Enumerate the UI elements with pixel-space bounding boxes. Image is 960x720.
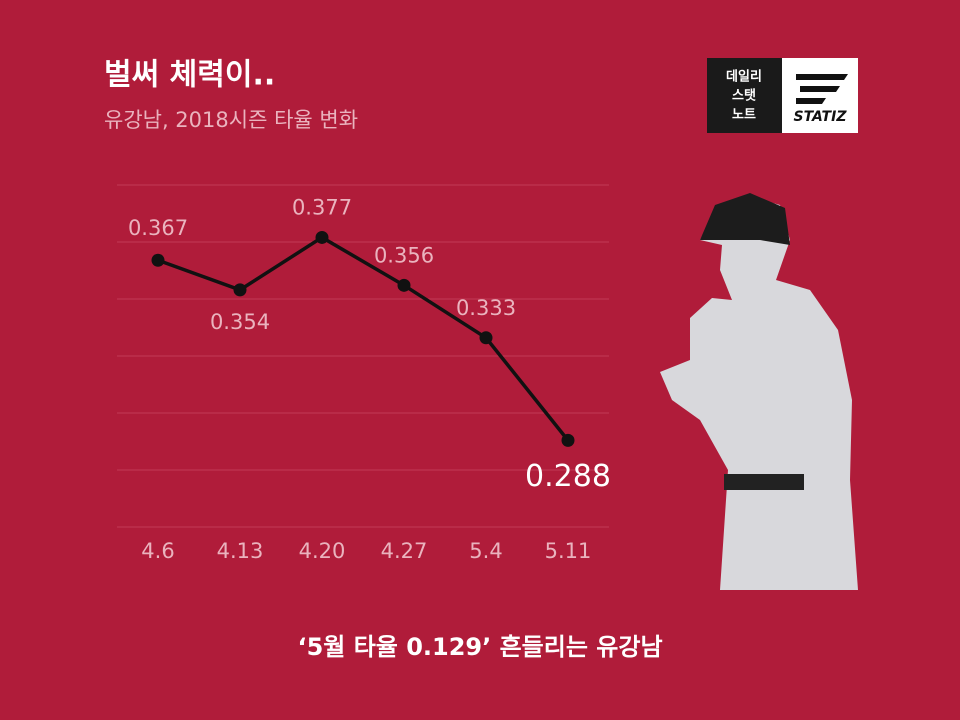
logo-icon (796, 74, 848, 104)
player-photo (660, 193, 858, 590)
title: 벌써 체력이.. (104, 58, 275, 93)
data-label: 0.288 (525, 459, 611, 494)
helmet (700, 193, 790, 245)
point (397, 278, 411, 292)
x-tick-label: 4.13 (217, 539, 264, 563)
logo-text: 데일리 (726, 69, 762, 85)
logo-text: 스탯 (732, 88, 756, 104)
logo: 데일리 스탯 노트 STATIZ (707, 58, 858, 133)
data-label: 0.356 (374, 243, 434, 267)
x-tick-label: 5.4 (469, 539, 502, 563)
data-label: 0.354 (210, 310, 270, 334)
x-tick-label: 4.6 (141, 539, 174, 563)
x-tick-label: 4.20 (299, 539, 346, 563)
logo-brand: STATIZ (794, 109, 848, 125)
point (561, 433, 575, 447)
data-label: 0.367 (128, 216, 188, 240)
data-label: 0.377 (292, 195, 352, 219)
caption: ‘5월 타율 0.129’ 흔들리는 유강남 (297, 633, 662, 661)
subtitle: 유강남, 2018시즌 타율 변화 (104, 108, 358, 132)
logo-box (707, 58, 782, 133)
logo-text: 노트 (732, 108, 756, 123)
x-tick-label: 5.11 (545, 539, 592, 563)
point (479, 331, 493, 345)
point (233, 283, 247, 297)
x-tick-label: 4.27 (381, 539, 428, 563)
point (315, 230, 329, 244)
data-label: 0.333 (456, 296, 516, 320)
logo-box (782, 58, 858, 133)
player-silhouette (660, 195, 858, 590)
line (157, 235, 570, 442)
belt (724, 474, 804, 490)
point (151, 253, 165, 267)
